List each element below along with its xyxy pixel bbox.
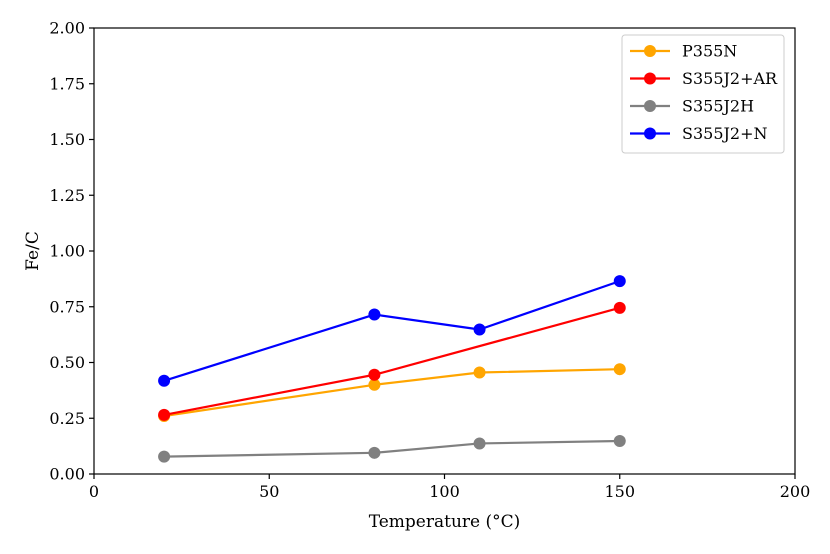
- series-s355j2-n: [158, 275, 626, 387]
- data-point-s355j2h: [613, 434, 626, 447]
- legend-item-s355j2h: S355J2H: [630, 97, 754, 116]
- legend-item-s355j2-n: S355J2+N: [630, 124, 768, 143]
- data-point-p355n: [613, 363, 626, 376]
- series-line-s355j2h: [164, 439, 620, 458]
- series-line-s355j2-n: [163, 280, 621, 382]
- data-point-s355j2-n: [158, 374, 171, 387]
- plot-area: [158, 275, 626, 463]
- series-s355j2h: [158, 434, 626, 463]
- data-point-s355j2h: [158, 450, 171, 463]
- data-point-s355j2h: [473, 437, 486, 450]
- x-tick-label: 100: [429, 482, 460, 501]
- legend-item-p355n: P355N: [630, 42, 737, 61]
- data-point-s355j2-ar: [368, 368, 381, 381]
- axis-ticks: 0 50 100 150 200 0.00 0.25 0.50 0.75 1.00 1.25 1.50…: [49, 19, 810, 502]
- legend-item-s355j2-ar: S355J2+AR: [630, 69, 778, 88]
- x-axis-label: Temperature (°C): [369, 512, 521, 532]
- legend-label: S355J2H: [682, 97, 754, 116]
- data-point-p355n: [368, 378, 381, 391]
- data-point-s355j2-n: [368, 308, 381, 321]
- x-tick-label: 200: [780, 482, 811, 501]
- legend-marker: [644, 72, 656, 85]
- data-point-s355j2h: [368, 446, 381, 459]
- y-tick-label: 1.00: [49, 242, 85, 261]
- x-tick-label: 50: [259, 482, 279, 501]
- legend: P355N S355J2+AR S355J2H S355J2+N: [621, 34, 785, 154]
- legend-marker: [644, 127, 656, 140]
- legend-label: S355J2+N: [682, 124, 768, 143]
- x-tick-label: 150: [604, 482, 635, 501]
- legend-label: S355J2+AR: [682, 69, 778, 88]
- y-tick-label: 1.50: [49, 130, 85, 149]
- legend-marker: [644, 45, 656, 57]
- data-point-s355j2-n: [473, 323, 486, 336]
- x-tick-label: 0: [89, 482, 99, 501]
- y-tick-label: 1.25: [49, 186, 85, 205]
- y-tick-label: 0.25: [49, 409, 85, 428]
- y-axis-label: Fe/C: [23, 231, 43, 271]
- series-s355j2-ar: [158, 301, 626, 421]
- y-tick-label: 1.75: [49, 74, 85, 93]
- y-tick-label: 2.00: [49, 19, 85, 38]
- legend-frame: [621, 34, 785, 154]
- data-point-p355n: [473, 366, 486, 379]
- data-point-s355j2-ar: [158, 408, 171, 421]
- y-tick-label: 0.50: [49, 353, 85, 372]
- y-tick-label: 0.00: [49, 465, 85, 484]
- series-line-p355n: [163, 368, 620, 418]
- data-point-s355j2-ar: [613, 301, 626, 314]
- y-tick-label: 0.75: [49, 297, 85, 316]
- legend-marker: [644, 100, 656, 112]
- data-point-s355j2-n: [613, 275, 626, 288]
- legend-label: P355N: [682, 42, 737, 61]
